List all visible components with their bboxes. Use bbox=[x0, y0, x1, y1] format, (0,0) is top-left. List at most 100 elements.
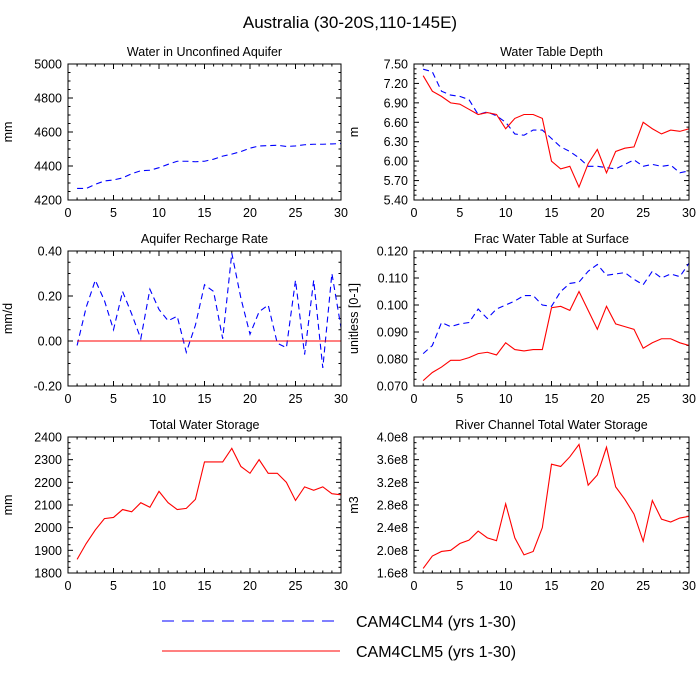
x-tick-label: 25 bbox=[289, 392, 303, 406]
y-axis-label: m3 bbox=[347, 496, 361, 513]
x-tick-label: 5 bbox=[456, 392, 463, 406]
panel-water-in-unconfined-aquifer: Water in Unconfined Aquifer mm 4200 4400 460… bbox=[1, 45, 348, 220]
x-tick-label: 25 bbox=[636, 392, 650, 406]
x-tick-label: 10 bbox=[499, 392, 513, 406]
x-tick-label: 0 bbox=[411, 392, 418, 406]
y-tick-label: 2.4e8 bbox=[377, 521, 408, 535]
x-tick-label: 0 bbox=[65, 206, 72, 220]
panel-frac-water-table-at-surface: Frac Water Table at Surface unitless [0-1… bbox=[347, 232, 696, 406]
x-tick-label: 15 bbox=[545, 392, 559, 406]
x-tick-label: 0 bbox=[65, 579, 72, 593]
series-line-cam4clm4 bbox=[76, 253, 341, 369]
y-tick-label: 2200 bbox=[34, 476, 62, 490]
panels: Water in Unconfined Aquifer mm 4200 4400 460… bbox=[1, 45, 696, 593]
series-line-cam4clm5 bbox=[76, 447, 341, 560]
x-tick-label: 30 bbox=[334, 206, 348, 220]
series-line-cam4clm4 bbox=[423, 68, 689, 174]
y-axis-label: mm/d bbox=[1, 303, 15, 334]
y-tick-label: 5000 bbox=[34, 58, 62, 72]
y-tick-label: 4400 bbox=[34, 160, 62, 174]
panel-river-channel-total-water-storage: River Channel Total Water Storage m3 1.6e8… bbox=[347, 418, 696, 593]
y-tick-label: 2000 bbox=[34, 521, 62, 535]
x-tick-label: 15 bbox=[198, 206, 212, 220]
x-tick-label: 15 bbox=[545, 579, 559, 593]
panel-total-water-storage: Total Water Storage mm 1800 1900 2000 2100 220… bbox=[1, 418, 348, 593]
series-line-cam4clm4 bbox=[77, 143, 341, 189]
panel-aquifer-recharge-rate: Aquifer Recharge Rate mm/d -0.20 0.00 0.20 0.… bbox=[1, 232, 348, 406]
x-tick-label: 25 bbox=[289, 579, 303, 593]
y-tick-label: 2400 bbox=[34, 431, 62, 445]
figure-title: Australia (30-20S,110-145E) bbox=[243, 13, 457, 32]
y-tick-label: 1900 bbox=[34, 544, 62, 558]
y-tick-label: 0.20 bbox=[38, 290, 62, 304]
y-axis-label: mm bbox=[1, 122, 15, 143]
x-tick-label: 25 bbox=[636, 579, 650, 593]
y-axis-label: m bbox=[347, 127, 361, 137]
y-axis-label: unitless [0-1] bbox=[347, 283, 361, 354]
x-tick-label: 20 bbox=[243, 579, 257, 593]
y-tick-label: 6.60 bbox=[384, 116, 408, 130]
x-tick-label: 5 bbox=[456, 206, 463, 220]
y-tick-label: 4200 bbox=[34, 194, 62, 208]
panel-water-table-depth: Water Table Depth m 5.40 5.70 6.00 6.30 6.60 6.… bbox=[347, 45, 696, 220]
x-tick-label: 5 bbox=[110, 206, 117, 220]
legend: CAM4CLM4 (yrs 1-30) CAM4CLM5 (yrs 1-30) bbox=[162, 614, 516, 661]
series-line-cam4clm5 bbox=[422, 443, 689, 569]
x-tick-label: 10 bbox=[152, 392, 166, 406]
x-tick-label: 10 bbox=[152, 206, 166, 220]
y-tick-label: 7.50 bbox=[384, 58, 408, 72]
x-tick-label: 5 bbox=[110, 579, 117, 593]
legend-label-cam4clm4: CAM4CLM4 (yrs 1-30) bbox=[356, 614, 516, 631]
x-tick-label: 30 bbox=[682, 392, 696, 406]
x-tick-label: 30 bbox=[682, 579, 696, 593]
x-tick-label: 20 bbox=[590, 579, 604, 593]
y-tick-label: 2100 bbox=[34, 499, 62, 513]
plot-frame bbox=[67, 63, 342, 201]
x-tick-label: 0 bbox=[411, 206, 418, 220]
y-tick-label: 4800 bbox=[34, 92, 62, 106]
y-tick-label: 1.6e8 bbox=[377, 567, 408, 581]
x-tick-label: 20 bbox=[590, 206, 604, 220]
x-tick-label: 10 bbox=[152, 579, 166, 593]
panel-title: Aquifer Recharge Rate bbox=[141, 232, 268, 246]
x-tick-label: 20 bbox=[590, 392, 604, 406]
y-tick-label: 0.100 bbox=[377, 299, 408, 313]
y-tick-label: 3.6e8 bbox=[377, 453, 408, 467]
y-tick-label: 0.080 bbox=[377, 353, 408, 367]
y-tick-label: 0.090 bbox=[377, 326, 408, 340]
y-tick-label: 0.40 bbox=[38, 245, 62, 259]
x-tick-label: 15 bbox=[545, 206, 559, 220]
plot-frame bbox=[67, 250, 342, 387]
panel-title: Water Table Depth bbox=[500, 45, 603, 59]
y-tick-label: 3.2e8 bbox=[377, 476, 408, 490]
y-tick-label: 2.8e8 bbox=[377, 499, 408, 513]
x-tick-label: 30 bbox=[682, 206, 696, 220]
plot-frame bbox=[67, 436, 342, 574]
x-tick-label: 25 bbox=[636, 206, 650, 220]
y-tick-label: 5.40 bbox=[384, 194, 408, 208]
y-tick-label: 0.110 bbox=[378, 272, 408, 286]
x-tick-label: 20 bbox=[243, 206, 257, 220]
series-line-cam4clm4 bbox=[422, 262, 689, 355]
y-tick-label: -0.20 bbox=[34, 380, 63, 394]
x-tick-label: 10 bbox=[499, 206, 513, 220]
y-tick-label: 6.90 bbox=[384, 96, 408, 110]
y-axis-label: mm bbox=[1, 495, 15, 516]
plot-frame bbox=[413, 63, 690, 201]
x-tick-label: 30 bbox=[334, 392, 348, 406]
x-tick-label: 25 bbox=[289, 206, 303, 220]
series-line-cam4clm5 bbox=[422, 75, 689, 189]
y-tick-label: 5.70 bbox=[384, 174, 408, 188]
y-tick-label: 4600 bbox=[34, 126, 62, 140]
x-tick-label: 5 bbox=[456, 579, 463, 593]
y-tick-label: 4.0e8 bbox=[377, 431, 408, 445]
y-tick-label: 2.0e8 bbox=[377, 544, 408, 558]
x-tick-label: 10 bbox=[499, 579, 513, 593]
panel-title: Frac Water Table at Surface bbox=[474, 232, 629, 246]
x-tick-label: 20 bbox=[243, 392, 257, 406]
y-tick-label: 0.070 bbox=[377, 380, 408, 394]
y-tick-label: 6.30 bbox=[384, 135, 408, 149]
panel-title: River Channel Total Water Storage bbox=[455, 418, 648, 432]
x-tick-label: 15 bbox=[198, 579, 212, 593]
